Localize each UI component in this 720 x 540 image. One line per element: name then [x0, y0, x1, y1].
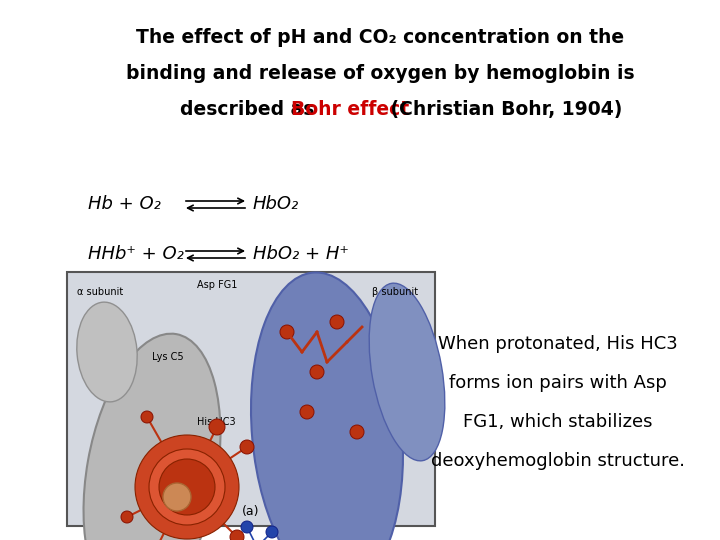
Bar — [67, 272, 435, 526]
Text: forms ion pairs with Asp: forms ion pairs with Asp — [449, 374, 667, 392]
Circle shape — [330, 315, 344, 329]
Circle shape — [149, 449, 225, 525]
Text: HbO₂: HbO₂ — [253, 195, 300, 213]
Text: α subunit: α subunit — [77, 287, 123, 297]
Text: FG1, which stabilizes: FG1, which stabilizes — [463, 413, 653, 431]
Text: Hb + O₂: Hb + O₂ — [88, 195, 161, 213]
Circle shape — [241, 521, 253, 533]
Text: HbO₂ + H⁺: HbO₂ + H⁺ — [253, 245, 349, 263]
Text: described as: described as — [180, 100, 321, 119]
Text: binding and release of oxygen by hemoglobin is: binding and release of oxygen by hemoglo… — [126, 64, 634, 83]
Circle shape — [280, 325, 294, 339]
Text: His HC3: His HC3 — [197, 417, 235, 427]
Circle shape — [230, 530, 244, 540]
Text: The effect of pH and CO₂ concentration on the: The effect of pH and CO₂ concentration o… — [136, 28, 624, 47]
Text: Asp FG1: Asp FG1 — [197, 280, 237, 290]
Text: HHb⁺ + O₂: HHb⁺ + O₂ — [88, 245, 184, 263]
Ellipse shape — [369, 283, 445, 461]
Circle shape — [135, 435, 239, 539]
Text: (Christian Bohr, 1904): (Christian Bohr, 1904) — [384, 100, 623, 119]
Circle shape — [350, 425, 364, 439]
Circle shape — [266, 526, 278, 538]
Circle shape — [310, 365, 324, 379]
Text: Bohr effect: Bohr effect — [291, 100, 409, 119]
Text: β subunit: β subunit — [372, 287, 418, 297]
Text: Lys C5: Lys C5 — [152, 352, 184, 362]
Text: (a): (a) — [242, 505, 260, 518]
Text: When protonated, His HC3: When protonated, His HC3 — [438, 335, 678, 353]
Circle shape — [163, 483, 191, 511]
Text: deoxyhemoglobin structure.: deoxyhemoglobin structure. — [431, 451, 685, 470]
Circle shape — [240, 440, 254, 454]
Ellipse shape — [251, 273, 403, 540]
Circle shape — [121, 511, 133, 523]
Circle shape — [141, 411, 153, 423]
Circle shape — [209, 419, 225, 435]
Ellipse shape — [77, 302, 138, 402]
Circle shape — [159, 459, 215, 515]
Ellipse shape — [84, 334, 220, 540]
Circle shape — [300, 405, 314, 419]
